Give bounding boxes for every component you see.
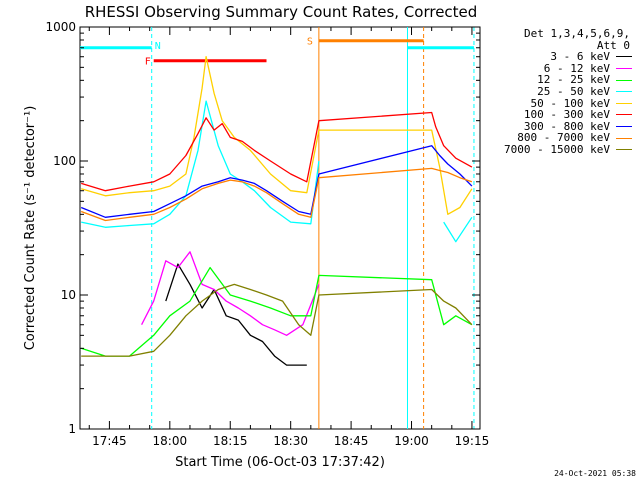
legend-swatch <box>616 137 632 139</box>
legend-header-line-2: Att 0 <box>596 38 630 52</box>
legend-entry: 3 - 6 keV <box>486 51 636 63</box>
annotation-layer: NF S <box>80 27 475 429</box>
series-layer <box>80 56 473 366</box>
x-tick-label: 19:15 <box>455 434 490 448</box>
flag-label-S: S <box>307 37 313 48</box>
footer-timestamp: 24-Oct-2021 05:38 <box>554 469 636 478</box>
flag-label-F: F <box>145 57 151 68</box>
series-line-7-0 <box>80 167 473 222</box>
x-tick-label: 18:45 <box>334 434 369 448</box>
legend: Det 1,3,4,5,6,9, Att 0 3 - 6 keV 6 - 12 k… <box>486 28 636 156</box>
x-tick-label: 17:45 <box>92 434 127 448</box>
series-line-8-0 <box>81 283 473 357</box>
legend-swatch <box>616 102 632 104</box>
legend-header-line-1: Det 1,3,4,5,6,9, <box>524 27 630 40</box>
plot-frame <box>79 26 481 430</box>
x-tick-label: 18:00 <box>153 434 188 448</box>
y-tick-label: 10 <box>61 288 76 302</box>
legend-entry-label: 300 - 800 keV <box>523 119 610 133</box>
y-axis-label: Corrected Count Rate (s⁻¹ detector⁻¹) <box>23 106 38 351</box>
legend-swatch <box>616 114 632 116</box>
x-tick-label: 18:30 <box>273 434 308 448</box>
y-tick-label: 1000 <box>45 20 76 34</box>
legend-entry-label: 100 - 300 keV <box>523 108 610 122</box>
legend-entry: 12 - 25 keV <box>486 74 636 86</box>
series-line-0-0 <box>165 263 307 366</box>
legend-swatch <box>616 56 632 58</box>
series-line-3-0 <box>81 100 320 228</box>
legend-swatch <box>616 149 632 151</box>
legend-entry: 50 - 100 keV <box>486 96 636 110</box>
legend-entry-label: 3 - 6 keV <box>550 50 610 64</box>
series-line-5-0 <box>81 111 473 192</box>
series-line-4-0 <box>81 56 473 215</box>
flag-label-N: N <box>155 41 161 52</box>
chart-title: RHESSI Observing Summary Count Rates, Co… <box>85 3 478 21</box>
legend-entry-label: 25 - 50 keV <box>537 84 610 98</box>
series-line-6-0 <box>80 145 473 218</box>
legend-entry-label: 50 - 100 keV <box>530 96 610 110</box>
legend-swatch <box>616 79 632 81</box>
series-line-1-0 <box>141 251 320 336</box>
series-line-3-1 <box>443 216 473 243</box>
legend-entry: 6 - 12 keV <box>486 63 636 75</box>
legend-swatch <box>616 126 632 128</box>
legend-swatch <box>616 91 632 93</box>
x-axis-label: Start Time (06-Oct-03 17:37:42) <box>175 455 385 470</box>
y-tick-label: 100 <box>53 154 76 168</box>
legend-entry: 100 - 300 keV <box>486 109 636 121</box>
legend-entry-label: 7000 - 15000 keV <box>504 142 610 156</box>
legend-entry: 300 - 800 keV <box>486 121 636 133</box>
series-line-2-0 <box>81 266 473 357</box>
legend-entry-label: 800 - 7000 keV <box>517 131 610 145</box>
legend-entry: 25 - 50 keV <box>486 86 636 98</box>
legend-swatch <box>616 68 632 70</box>
legend-entry: 800 - 7000 keV <box>486 132 636 144</box>
legend-entry-label: 6 - 12 keV <box>543 61 610 75</box>
legend-entry: 7000 - 15000 keV <box>486 144 636 156</box>
x-tick-label: 18:15 <box>213 434 248 448</box>
x-tick-label: 19:00 <box>394 434 429 448</box>
legend-entry-label: 12 - 25 keV <box>537 73 610 87</box>
y-tick-label: 1 <box>68 422 76 436</box>
axes-layer: 1 10 100 1000 17:45 18:00 18:15 18:30 18:45 19:00… <box>45 20 489 448</box>
